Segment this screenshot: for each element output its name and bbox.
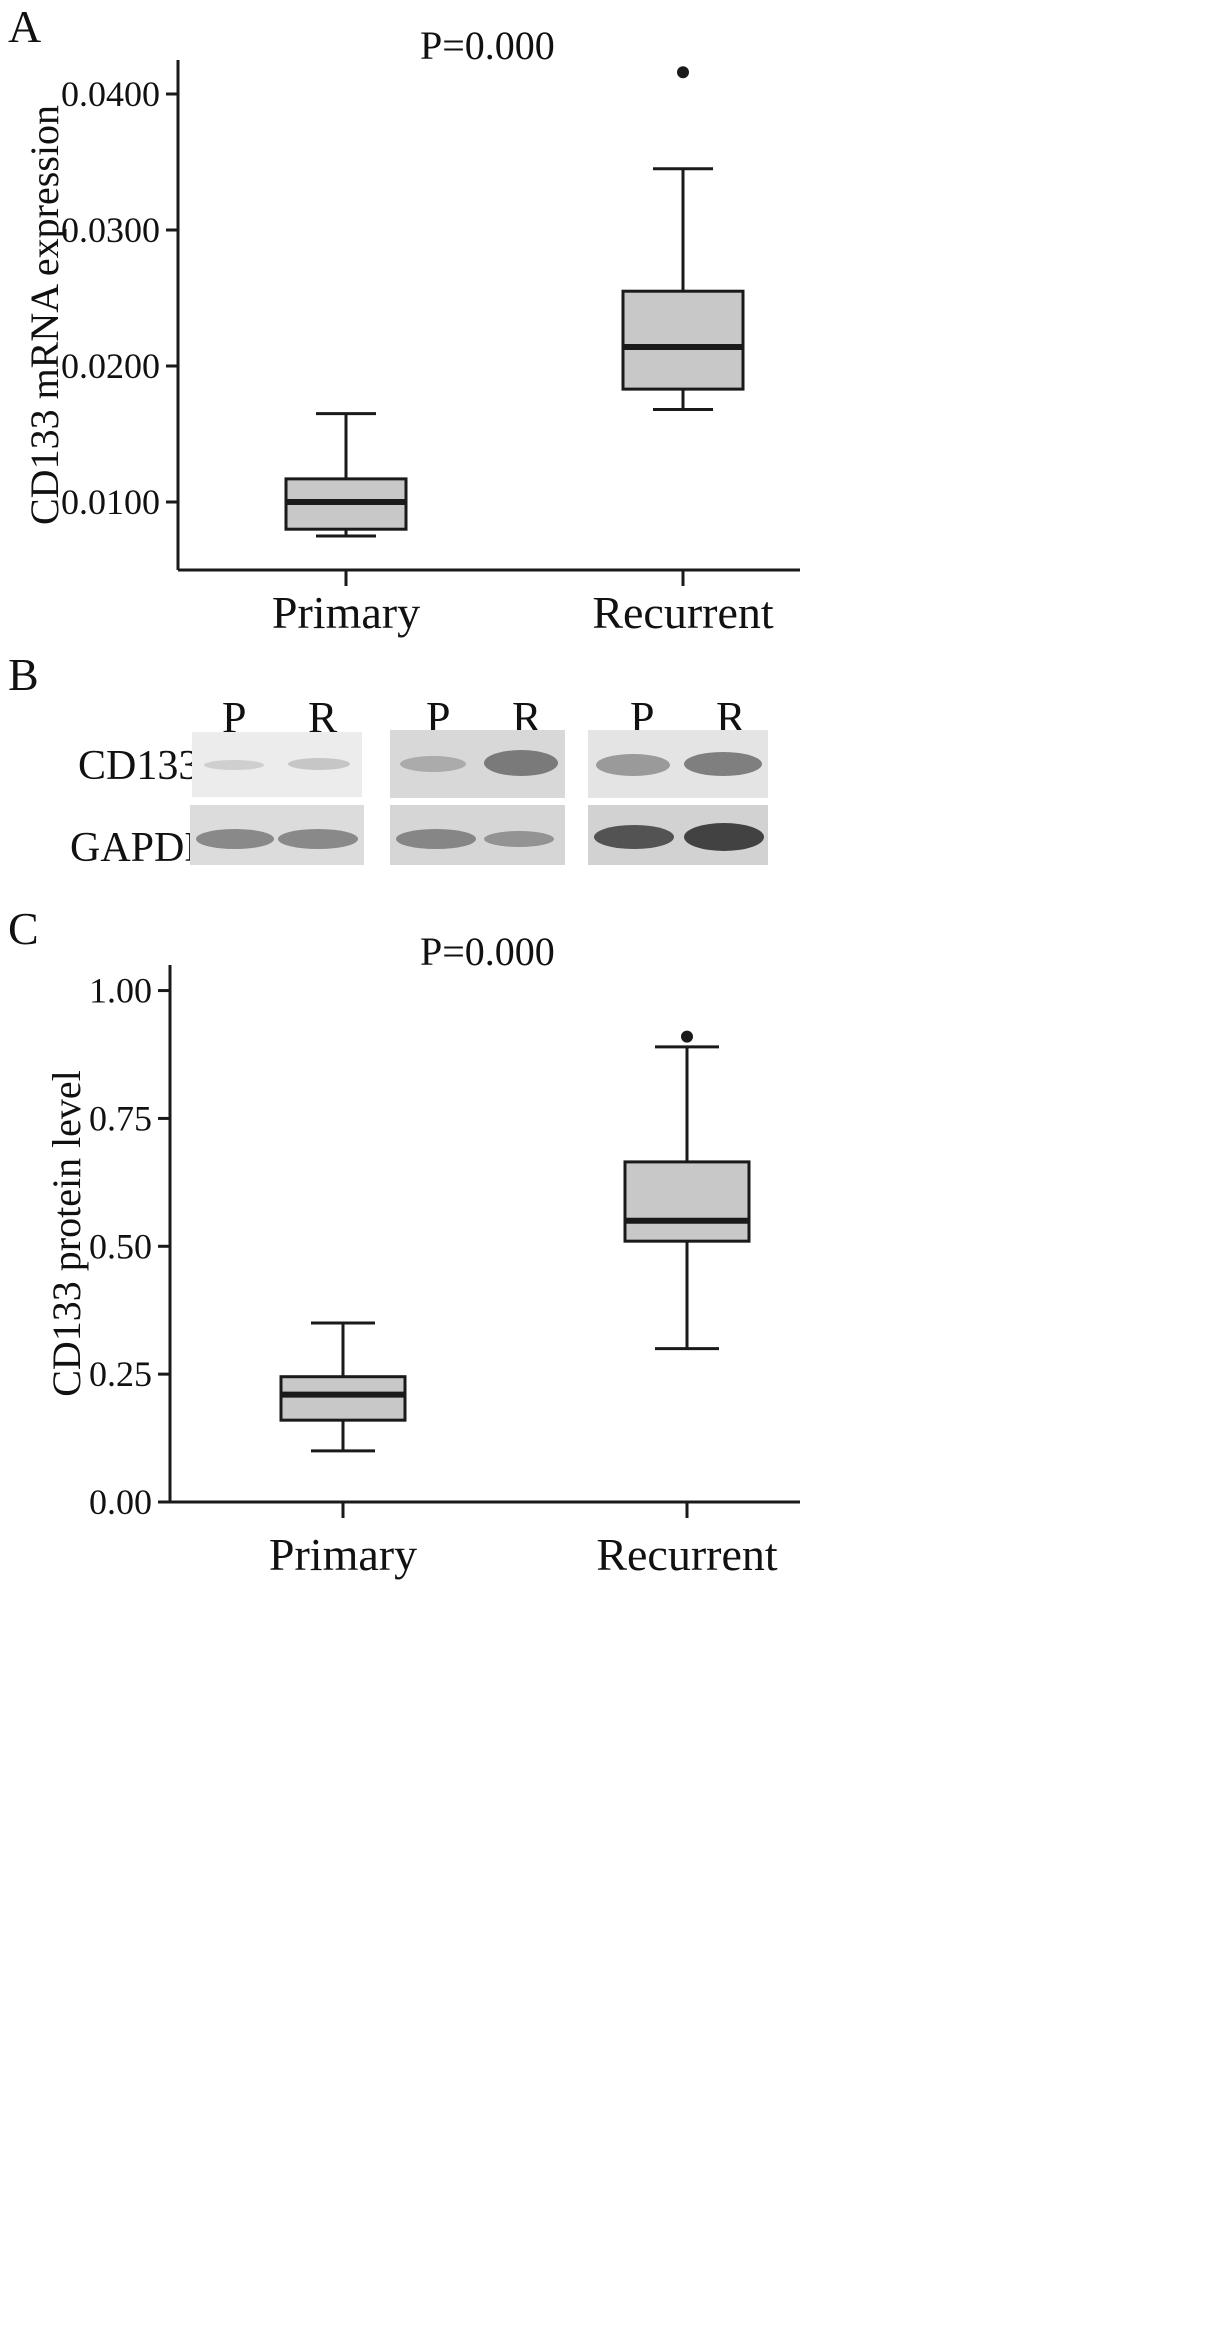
y-tick-label: 0.25: [89, 1354, 152, 1394]
box-recurrent: [623, 1160, 751, 1243]
blot-gapdh-panel-3: [588, 805, 768, 865]
y-axis-label: CD133 protein level: [44, 1070, 89, 1397]
panel-c-p-value: P=0.000: [420, 929, 555, 974]
blot-band: [196, 829, 274, 849]
blot-cd133-panel-2: [390, 730, 565, 798]
blot-cd133-panel-3: [588, 730, 768, 798]
blot-band: [288, 758, 350, 770]
x-tick-label-primary: Primary: [269, 1529, 417, 1580]
x-tick-label-recurrent: Recurrent: [592, 587, 774, 638]
panel-b-letter: B: [8, 649, 39, 700]
panel-c-letter: C: [8, 903, 39, 954]
y-tick-label: 0.0400: [61, 74, 160, 114]
blot-cd133-panel-1: [192, 732, 362, 797]
y-axis-label: CD133 mRNA expression: [22, 105, 67, 525]
blot-band: [400, 756, 466, 772]
blot-band: [596, 754, 670, 776]
y-tick-label: 0.75: [89, 1098, 152, 1138]
blot-band: [594, 825, 674, 849]
chart-c-protein-boxplot: 0.00 0.25 0.50 0.75 1.00 CD133 protein level P…: [44, 965, 800, 1580]
blot-band: [484, 750, 558, 776]
outlier-point: [681, 1030, 693, 1043]
y-tick-label: 0.50: [89, 1226, 152, 1266]
x-tick-label-recurrent: Recurrent: [596, 1529, 778, 1580]
y-tick-label: 0.0300: [61, 210, 160, 250]
box-recurrent: [621, 289, 745, 391]
y-tick-label: 1.00: [89, 971, 152, 1011]
y-tick-label: 0.0100: [61, 482, 160, 522]
blot-band: [484, 831, 554, 847]
blot-band: [278, 829, 358, 849]
blot-band: [684, 752, 762, 776]
x-tick-label-primary: Primary: [272, 587, 420, 638]
box-primary: [279, 1375, 407, 1422]
blot-band: [396, 829, 476, 849]
blot-gapdh-panel-2: [390, 805, 565, 865]
blot-band: [204, 760, 264, 770]
blot-row-label-cd133: CD133: [78, 743, 200, 789]
y-tick-label: 0.00: [89, 1482, 152, 1522]
y-tick-label: 0.0200: [61, 346, 160, 386]
panel-a-p-value: P=0.000: [420, 23, 555, 68]
panel-a-letter: A: [8, 1, 42, 52]
blot-gapdh-panel-1: [190, 805, 364, 865]
outlier-point: [677, 66, 689, 79]
blot-band: [684, 823, 764, 851]
